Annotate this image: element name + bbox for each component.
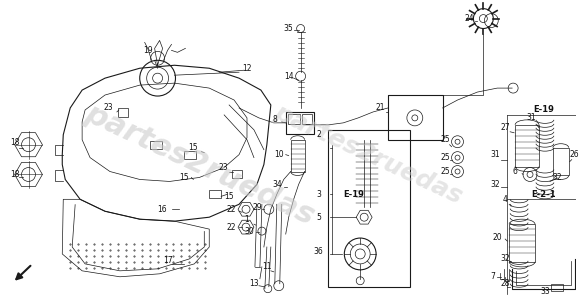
Text: 33: 33 <box>540 287 550 296</box>
Text: 23: 23 <box>218 163 228 172</box>
Bar <box>328 130 410 287</box>
Text: 5: 5 <box>316 213 321 222</box>
Bar <box>288 114 299 124</box>
Text: 12: 12 <box>242 64 252 73</box>
Text: 25: 25 <box>441 153 450 162</box>
Text: 22: 22 <box>226 223 236 232</box>
Text: 15: 15 <box>189 143 198 152</box>
Text: 16: 16 <box>157 205 166 214</box>
Bar <box>302 114 312 124</box>
Text: 22: 22 <box>226 205 236 214</box>
Text: 10: 10 <box>274 150 284 159</box>
Bar <box>285 112 313 134</box>
Text: 13: 13 <box>249 279 259 288</box>
Text: E-2-1: E-2-1 <box>532 190 556 199</box>
Bar <box>232 170 242 179</box>
Text: 25: 25 <box>441 135 450 144</box>
Text: 8: 8 <box>273 115 277 124</box>
Bar <box>388 95 442 140</box>
Text: 21: 21 <box>375 103 385 112</box>
Text: 24: 24 <box>464 14 474 23</box>
Text: 25: 25 <box>441 167 450 176</box>
Text: 31: 31 <box>526 113 536 122</box>
Bar <box>291 140 305 172</box>
Text: 32: 32 <box>490 180 500 189</box>
Bar <box>515 125 539 167</box>
Text: 3: 3 <box>316 190 321 199</box>
Text: 32: 32 <box>552 173 562 182</box>
Text: partes2ruedas: partes2ruedas <box>80 99 319 231</box>
Bar <box>185 151 196 159</box>
Text: 30: 30 <box>244 226 254 236</box>
Text: 32: 32 <box>500 254 510 263</box>
Text: 20: 20 <box>493 232 502 242</box>
Bar <box>509 224 535 262</box>
Bar <box>118 108 128 117</box>
Text: 29: 29 <box>252 203 262 212</box>
Text: 31: 31 <box>490 150 500 159</box>
Text: E-19: E-19 <box>533 105 554 114</box>
Text: 14: 14 <box>284 72 294 81</box>
Bar <box>551 284 563 291</box>
Text: E-19: E-19 <box>343 190 364 199</box>
Text: 34: 34 <box>272 180 281 189</box>
Bar <box>553 148 569 176</box>
Text: 15: 15 <box>179 173 189 182</box>
Text: 4: 4 <box>503 195 508 204</box>
Text: 18: 18 <box>10 170 19 179</box>
Text: partes2ruedas: partes2ruedas <box>270 100 466 209</box>
Text: 7: 7 <box>490 272 494 281</box>
Text: 28: 28 <box>500 279 510 288</box>
Bar <box>149 141 162 149</box>
Bar <box>209 190 221 198</box>
Text: 36: 36 <box>314 247 323 257</box>
Text: 27: 27 <box>500 123 510 132</box>
Text: 19: 19 <box>143 46 152 55</box>
Text: 15: 15 <box>224 192 234 201</box>
Text: 35: 35 <box>284 24 294 33</box>
Text: 1: 1 <box>244 215 250 224</box>
Text: 2: 2 <box>316 130 321 139</box>
Text: 18: 18 <box>10 138 19 147</box>
Text: 6: 6 <box>512 167 518 176</box>
Text: 26: 26 <box>570 150 579 159</box>
Text: 23: 23 <box>103 103 113 112</box>
Text: 11: 11 <box>262 262 272 271</box>
Text: 17: 17 <box>163 256 173 266</box>
